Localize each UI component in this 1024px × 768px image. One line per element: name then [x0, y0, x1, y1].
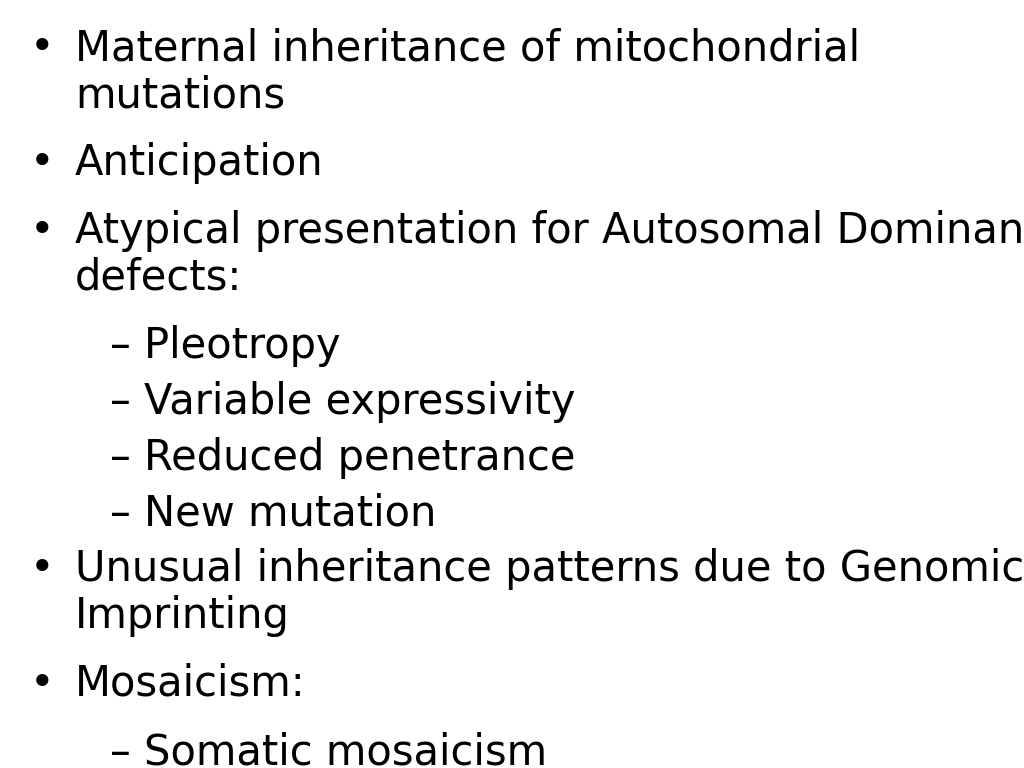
Text: •: • — [30, 548, 54, 591]
Text: – Variable expressivity: – Variable expressivity — [110, 381, 575, 423]
Text: defects:: defects: — [75, 257, 243, 299]
Text: mutations: mutations — [75, 74, 285, 116]
Text: Mosaicism:: Mosaicism: — [75, 663, 306, 705]
Text: – Pleotropy: – Pleotropy — [110, 325, 341, 367]
Text: – New mutation: – New mutation — [110, 492, 436, 535]
Text: Atypical presentation for Autosomal Dominant: Atypical presentation for Autosomal Domi… — [75, 210, 1024, 253]
Text: Maternal inheritance of mitochondrial: Maternal inheritance of mitochondrial — [75, 28, 860, 69]
Text: •: • — [30, 142, 54, 184]
Text: Anticipation: Anticipation — [75, 142, 324, 184]
Text: •: • — [30, 28, 54, 69]
Text: – Reduced penetrance: – Reduced penetrance — [110, 437, 575, 478]
Text: •: • — [30, 663, 54, 705]
Text: – Somatic mosaicism: – Somatic mosaicism — [110, 731, 547, 768]
Text: Unusual inheritance patterns due to Genomic: Unusual inheritance patterns due to Geno… — [75, 548, 1024, 591]
Text: Imprinting: Imprinting — [75, 594, 290, 637]
Text: •: • — [30, 210, 54, 253]
